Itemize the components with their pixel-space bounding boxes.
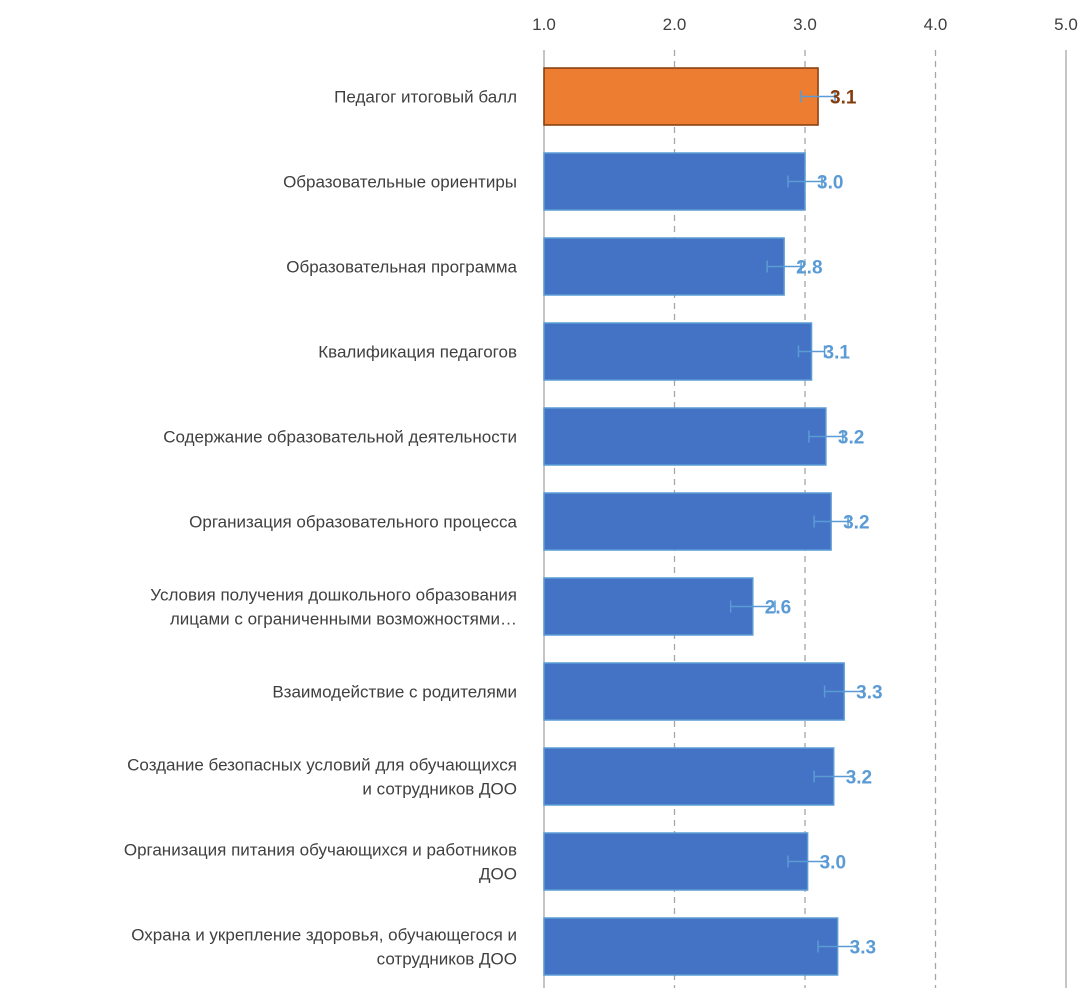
- category-label: и сотрудников ДОО: [362, 780, 517, 799]
- data-label: 2.6: [765, 598, 791, 619]
- error-bar: [813, 515, 849, 528]
- category-label: Квалификация педагогов: [318, 343, 517, 362]
- data-label: 3.2: [843, 513, 869, 534]
- bar: [543, 67, 819, 126]
- category-label: Организация образовательного процесса: [189, 513, 517, 532]
- x-axis-ticks: 1.0 2.0 3.0 4.0 5.0: [532, 15, 1078, 34]
- bar: [543, 747, 835, 806]
- x-tick-label: 1.0: [532, 15, 556, 34]
- bar: [543, 917, 839, 976]
- x-tick-label: 4.0: [924, 15, 948, 34]
- bar: [543, 152, 806, 211]
- category-label: сотрудников ДОО: [377, 950, 517, 969]
- error-bar: [817, 940, 858, 953]
- x-tick-label: 3.0: [793, 15, 817, 34]
- category-label: Организация питания обучающихся и работн…: [124, 841, 517, 860]
- error-bars: [729, 90, 865, 953]
- bar: [543, 832, 809, 891]
- x-tick-label: 2.0: [663, 15, 687, 34]
- data-label: 3.0: [817, 173, 843, 194]
- error-bar: [787, 175, 823, 188]
- category-label: Условия получения дошкольного образовани…: [150, 586, 517, 605]
- category-label: лицами с ограниченными возможностями…: [170, 610, 517, 629]
- bar: [543, 492, 832, 551]
- data-label: 3.2: [846, 768, 872, 789]
- data-label: 3.3: [856, 683, 882, 704]
- data-label: 3.0: [820, 853, 846, 874]
- error-bar: [808, 430, 844, 443]
- category-label: Педагог итоговый балл: [334, 88, 517, 107]
- error-bar: [813, 770, 855, 783]
- error-bar: [766, 260, 802, 273]
- category-label: Взаимодействие с родителями: [272, 683, 517, 702]
- error-bar: [797, 345, 826, 358]
- category-label: Образовательная программа: [286, 258, 517, 277]
- category-label: ДОО: [479, 865, 517, 884]
- error-bar: [729, 600, 776, 613]
- error-bar: [800, 90, 836, 103]
- data-label: 2.8: [796, 258, 822, 279]
- category-label: Образовательные ориентиры: [283, 173, 517, 192]
- category-label: Охрана и укрепление здоровья, обучающего…: [131, 926, 517, 945]
- error-bar: [823, 685, 865, 698]
- data-label: 3.1: [830, 88, 857, 109]
- category-label: Содержание образовательной деятельности: [163, 428, 517, 447]
- bar: [543, 322, 813, 381]
- category-labels: Педагог итоговый балл Образовательные ори…: [124, 88, 518, 969]
- data-label: 3.3: [850, 938, 876, 959]
- data-label: 3.1: [824, 343, 851, 364]
- error-bar: [787, 855, 828, 868]
- data-labels: 3.1 3.0 2.8 3.1 3.2 3.2 2.6 3.3 3.2 3.0 3.3: [765, 88, 883, 959]
- x-tick-label: 5.0: [1054, 15, 1078, 34]
- category-label: Создание безопасных условий для обучающи…: [127, 756, 517, 775]
- bar: [543, 577, 754, 636]
- bars: [543, 67, 845, 976]
- bar: [543, 662, 845, 721]
- bar: [543, 237, 785, 296]
- bar: [543, 407, 827, 466]
- data-label: 3.2: [838, 428, 864, 449]
